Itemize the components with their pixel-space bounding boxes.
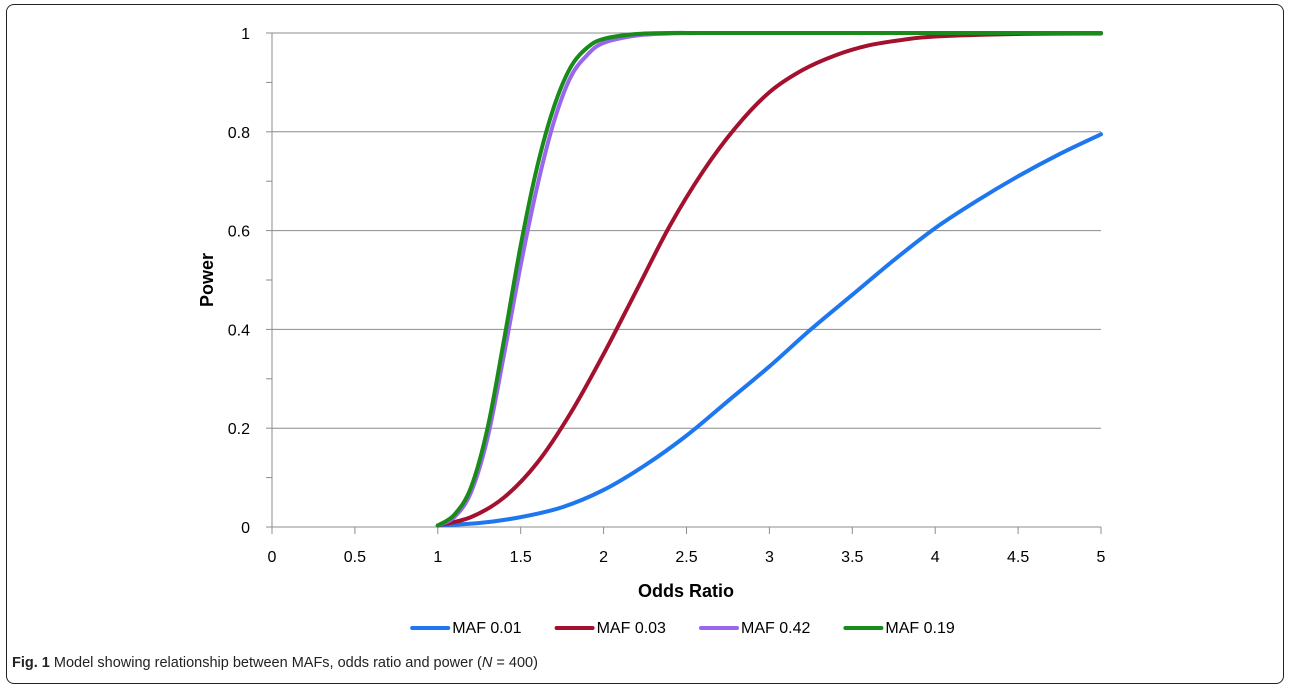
legend-label-maf-0-03: MAF 0.03 bbox=[597, 620, 666, 637]
y-tick-labels: 0 0.2 0.4 0.6 0.8 1 bbox=[228, 26, 250, 537]
y-tick-label: 1 bbox=[241, 26, 250, 43]
figure-frame bbox=[6, 4, 1284, 684]
x-tick-label: 1 bbox=[433, 549, 442, 566]
grid-layer bbox=[272, 32, 1101, 429]
series-line-maf-0-19 bbox=[435, 30, 1103, 528]
y-tick-label: 0 bbox=[241, 520, 250, 537]
x-tick-label: 4.5 bbox=[1007, 549, 1029, 566]
series-line-maf-0-42 bbox=[435, 30, 1103, 528]
x-tick-label: 3 bbox=[765, 549, 774, 566]
x-tick-labels: 0 0.5 1 1.5 2 2.5 3 3.5 4 4.5 5 bbox=[268, 549, 1106, 566]
x-tick-label: 1.5 bbox=[510, 549, 532, 566]
x-tick-label: 3.5 bbox=[841, 549, 863, 566]
y-tick-label: 0.6 bbox=[228, 224, 250, 241]
y-tick-label: 0.2 bbox=[228, 421, 250, 438]
legend-label-maf-0-01: MAF 0.01 bbox=[452, 620, 521, 637]
legend: MAF 0.01 MAF 0.03 MAF 0.42 MAF 0.19 bbox=[410, 620, 955, 637]
caption-text: Model showing relationship between MAFs,… bbox=[49, 655, 482, 671]
x-tick-label: 0.5 bbox=[344, 549, 366, 566]
caption-n-symbol: N bbox=[481, 655, 493, 671]
axis-layer bbox=[266, 32, 1102, 534]
series-line-maf-0-03 bbox=[435, 31, 1103, 528]
x-tick-label: 4 bbox=[931, 549, 940, 566]
caption-text-end: = 400) bbox=[492, 655, 538, 671]
series-layer bbox=[435, 30, 1103, 528]
x-tick-label: 2 bbox=[599, 549, 608, 566]
power-chart: 0 0.2 0.4 0.6 0.8 1 0 0.5 1 1.5 2 2.5 3 3.5 4 4.5 5 Odd… bbox=[197, 26, 1106, 637]
figure-label: Fig. 1 bbox=[12, 655, 50, 671]
y-tick-label: 0.4 bbox=[228, 322, 250, 339]
figure-caption: Fig. 1 Model showing relationship betwee… bbox=[12, 655, 538, 671]
series-line-maf-0-01 bbox=[435, 132, 1103, 528]
y-axis-title: Power bbox=[197, 253, 217, 307]
x-tick-label: 2.5 bbox=[675, 549, 697, 566]
x-axis-title: Odds Ratio bbox=[638, 581, 734, 601]
legend-label-maf-0-42: MAF 0.42 bbox=[741, 620, 810, 637]
x-tick-label: 0 bbox=[268, 549, 277, 566]
y-tick-label: 0.8 bbox=[228, 125, 250, 142]
legend-label-maf-0-19: MAF 0.19 bbox=[885, 620, 954, 637]
x-tick-label: 5 bbox=[1097, 549, 1106, 566]
